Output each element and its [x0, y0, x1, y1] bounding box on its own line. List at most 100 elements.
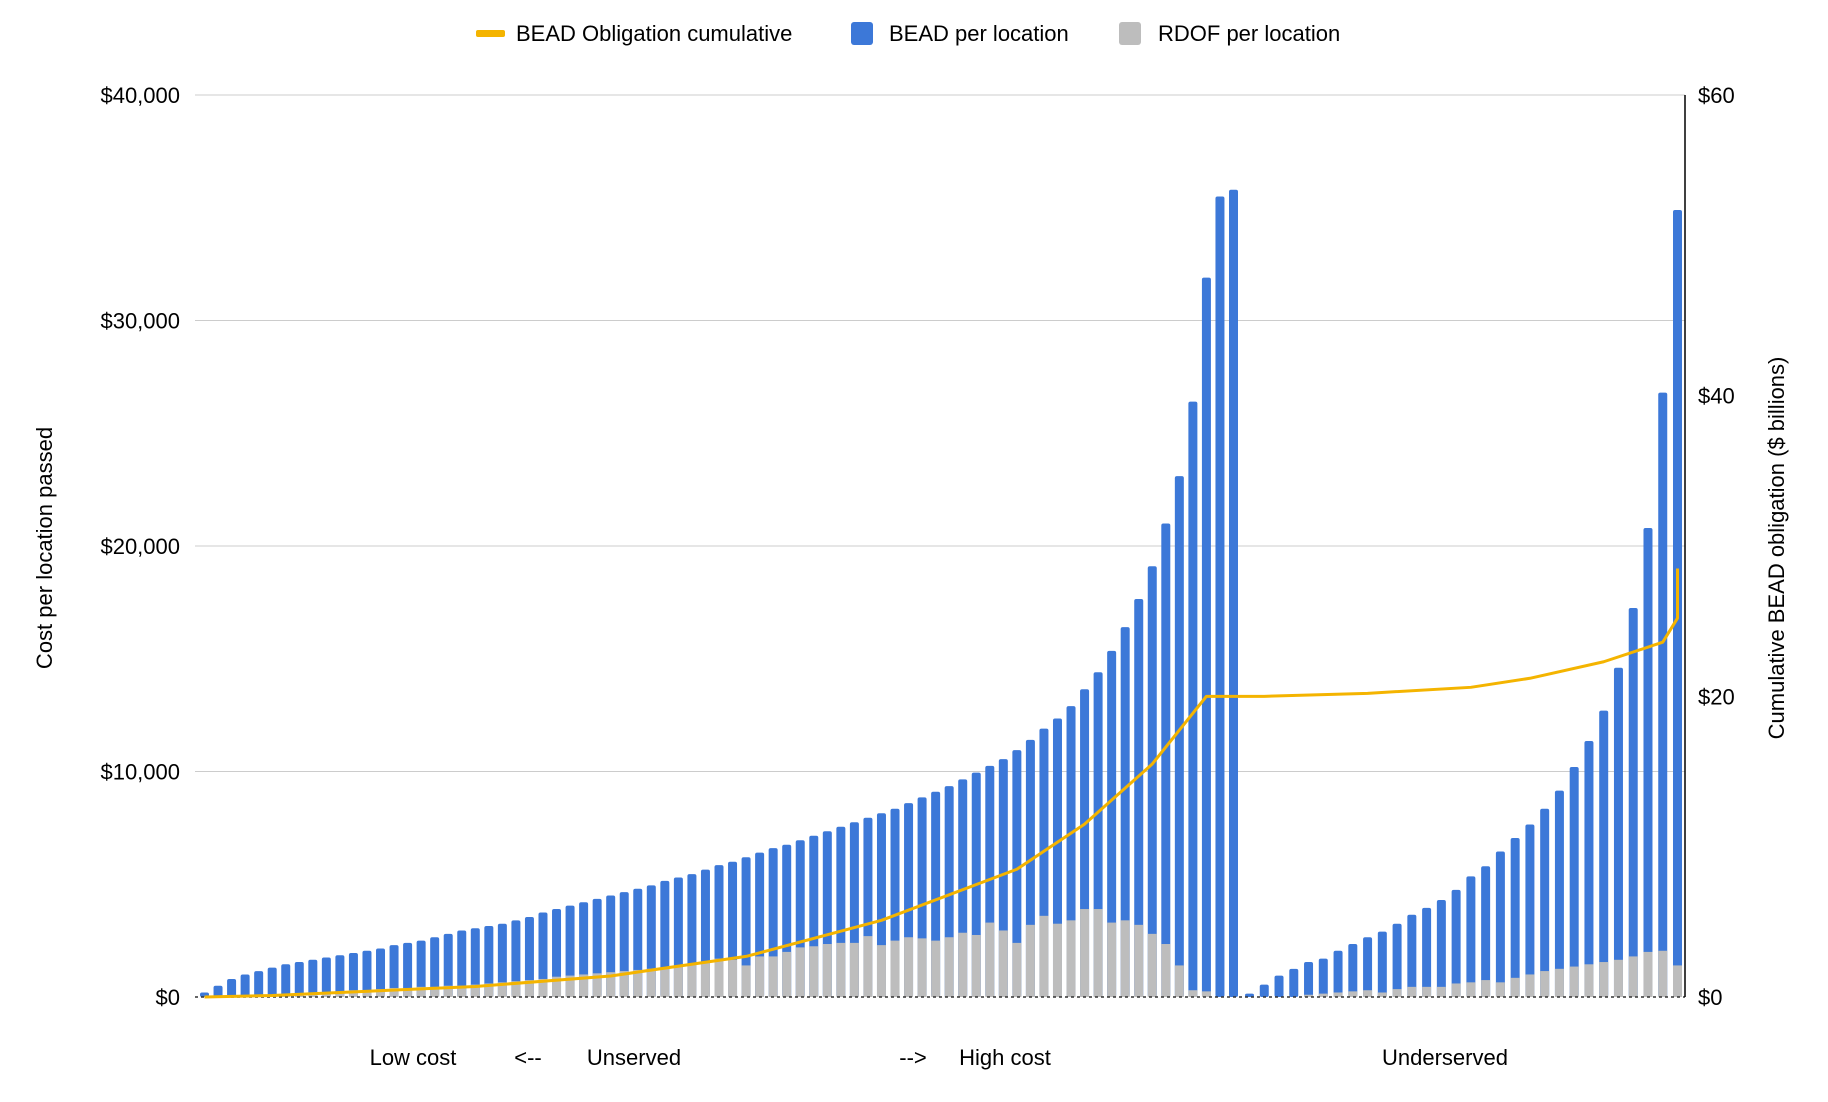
bar-rdof: [1363, 990, 1373, 997]
bar-bead: [1540, 808, 1550, 997]
bar-bead: [497, 923, 507, 997]
bar-rdof: [321, 992, 331, 997]
y-tick-left: $0: [156, 985, 180, 1010]
bar-bead: [430, 937, 440, 997]
y-tick-left: $30,000: [100, 309, 180, 334]
bar-rdof: [1658, 950, 1668, 997]
bar-bead: [524, 916, 534, 997]
bar-rdof: [998, 930, 1008, 997]
bar-rdof: [1436, 986, 1446, 997]
bar-rdof: [673, 966, 683, 997]
bar-bead: [254, 971, 264, 997]
legend-label: RDOF per location: [1158, 21, 1340, 46]
bar-bead: [552, 909, 562, 997]
bar-bead: [1215, 196, 1225, 998]
cumulative-line-layer: [204, 568, 1679, 999]
bar-bead: [1348, 944, 1358, 997]
bar-bead: [538, 912, 548, 997]
y-tick-right: $20: [1698, 684, 1735, 709]
legend-swatch-line: [476, 30, 505, 37]
bar-rdof: [1495, 982, 1505, 997]
bar-rdof: [890, 940, 900, 997]
bar-bead: [470, 928, 480, 997]
y-axis-label-right: Cumulative BEAD obligation ($ billions): [1764, 357, 1789, 740]
legend-label: BEAD Obligation cumulative: [516, 21, 792, 46]
axes: [195, 95, 1686, 998]
bar-rdof: [1554, 968, 1564, 997]
bar-rdof: [1540, 971, 1550, 997]
bar-rdof: [1201, 991, 1211, 997]
bar-rdof: [755, 956, 765, 997]
bar-bead: [1333, 950, 1343, 997]
bar-rdof: [335, 992, 345, 997]
bar-rdof: [1304, 994, 1314, 997]
bar-rdof: [849, 942, 859, 997]
bar-bead: [579, 902, 589, 997]
bar-rdof: [700, 962, 710, 997]
bar-rdof: [1584, 964, 1594, 997]
bar-bead: [416, 940, 426, 997]
x-annotation: Underserved: [1382, 1045, 1508, 1070]
bar-bead: [1259, 984, 1269, 997]
legend-item: RDOF per location: [1119, 21, 1340, 46]
bar-bead: [362, 950, 372, 997]
x-annotation: Unserved: [587, 1045, 681, 1070]
bar-bead: [348, 953, 358, 997]
bar-bead: [443, 933, 453, 997]
bar-bead: [1436, 900, 1446, 997]
bar-bead: [1120, 627, 1130, 997]
bar-bead: [1510, 838, 1520, 997]
bar-rdof: [1025, 924, 1035, 997]
bar-bead: [1584, 741, 1594, 997]
x-annotation: High cost: [959, 1045, 1051, 1070]
bar-rdof: [741, 965, 751, 997]
bar-rdof: [971, 934, 981, 997]
bar-rdof: [376, 989, 386, 997]
x-annotation: Low cost: [370, 1045, 457, 1070]
bar-rdof: [619, 971, 629, 997]
bars: [200, 189, 1682, 998]
x-annotation: <--: [514, 1045, 542, 1070]
bar-rdof: [1525, 974, 1535, 997]
bar-bead: [321, 957, 331, 997]
bar-rdof: [443, 985, 453, 997]
bar-rdof: [511, 981, 521, 997]
bar-bead: [213, 985, 223, 997]
bar-rdof: [470, 984, 480, 997]
bar-bead: [1304, 962, 1314, 997]
bar-rdof: [430, 986, 440, 997]
bar-rdof: [633, 969, 643, 997]
bar-rdof: [1643, 951, 1653, 997]
bar-rdof: [1673, 965, 1682, 997]
bar-bead: [1377, 931, 1387, 997]
bar-rdof: [457, 985, 467, 997]
bar-rdof: [524, 980, 534, 997]
legend-swatch-box: [851, 22, 873, 45]
bar-rdof: [1599, 962, 1609, 997]
bar-rdof: [1147, 933, 1157, 997]
legend-item: BEAD Obligation cumulative: [476, 21, 792, 46]
bar-bead: [1174, 476, 1184, 998]
bar-bead: [1613, 667, 1623, 997]
bar-rdof: [1012, 942, 1022, 997]
bar-bead: [606, 895, 616, 997]
tick-labels: $0 $10,000 $20,000 $30,000 $40,000 $0 $20 $40 $6…: [100, 83, 1734, 1010]
bar-rdof: [389, 987, 399, 997]
bar-rdof: [958, 932, 968, 997]
bar-bead: [1569, 766, 1579, 997]
gridlines: [195, 94, 1685, 772]
legend-swatch-box: [1119, 22, 1141, 45]
bar-bead: [1525, 824, 1535, 997]
bar-rdof: [728, 959, 738, 997]
bar-rdof: [606, 972, 616, 997]
bar-rdof: [1333, 992, 1343, 997]
bar-bead: [1318, 958, 1328, 997]
bar-rdof: [836, 942, 846, 997]
bar-rdof: [1510, 977, 1520, 997]
bar-bead: [1363, 937, 1373, 997]
y-tick-left: $40,000: [100, 83, 180, 108]
bar-rdof: [1569, 966, 1579, 997]
y-axis-label-left: Cost per location passed: [32, 427, 57, 669]
bar-bead: [1407, 914, 1417, 997]
